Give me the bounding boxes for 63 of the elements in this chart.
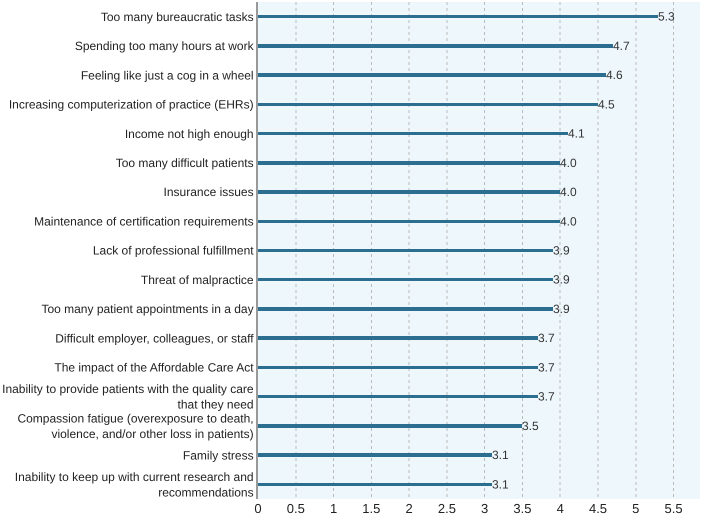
data-label: 5.3 [658,10,676,24]
y-tick-label: Increasing computerization of practice (EHRs) [8,98,254,112]
y-tick-label: Family stress [182,448,254,462]
data-label: 3.7 [538,360,556,374]
data-label: 4.1 [568,126,586,140]
x-tick-label: 3 [481,501,488,516]
y-tick-label: Income not high enough [124,126,254,141]
data-label: 3.9 [553,244,570,258]
x-tick-label: 5.5 [664,501,683,516]
x-tick-label: 2.5 [438,501,456,516]
data-label: 4.6 [606,68,624,82]
data-label: 3.1 [492,448,510,462]
bar [258,44,613,48]
bar [258,307,553,311]
x-tick-label: 4.5 [588,501,608,516]
y-tick-label: Threat of malpractice [140,272,254,287]
y-tick-label: Insurance issues [164,185,254,200]
y-tick-label: The impact of the Affordable Care Act [54,360,254,375]
bar [258,220,560,223]
x-tick-label: 0 [254,501,262,516]
bar [258,190,560,194]
bar [258,336,538,340]
y-tick-label: Inability to provide patients with the quality care that they need [2,382,254,412]
bar [258,161,560,165]
x-tick-label: 2 [405,501,413,516]
y-tick-label: Too many patient appointments in a day [41,302,254,316]
x-tick-label: 0.5 [286,501,305,516]
x-tick-label: 1.5 [362,501,380,516]
y-tick-label: Maintenance of certification requirements [34,214,254,228]
y-tick-label: Inability to keep up with current research and recommendations [14,470,254,500]
data-label: 3.9 [553,272,570,286]
bar [258,366,538,369]
x-tick-label: 4 [556,501,564,516]
x-tick-label: 3.5 [513,501,532,516]
bar [258,453,492,457]
data-label: 4.0 [560,214,578,228]
y-tick-label: Spending too many hours at work [74,39,255,54]
y-tick-label: Lack of professional fulfillment [92,244,254,258]
bar [258,395,538,398]
data-label: 3.9 [553,302,570,316]
bar [258,424,522,428]
data-label: 3.5 [522,419,540,433]
bar [258,73,606,77]
bar [258,249,553,252]
data-label: 4.7 [613,39,630,53]
data-label: 3.7 [538,331,556,345]
x-tick-label: 1 [330,501,338,516]
x-tick-label: 5 [632,501,640,516]
data-label: 4.5 [598,98,616,112]
data-label: 3.7 [538,390,556,404]
y-tick-label: Feeling like just a cog in a wheel [80,68,254,82]
y-tick-label: Too many difficult patients [116,156,254,170]
bar [258,483,492,486]
bar [258,15,658,18]
data-label: 3.1 [492,478,510,492]
y-tick-label: Too many bureaucratic tasks [100,10,254,24]
bar [258,132,568,135]
data-label: 4.0 [560,185,578,199]
y-tick-label: Compassion fatigue (overexposure to death, violence, and/or other loss in patients) [17,411,254,441]
data-label: 4.0 [560,156,578,170]
y-tick-label: Difficult employer, colleagues, or staff [55,331,254,346]
bar [258,278,553,281]
bar [258,103,598,106]
